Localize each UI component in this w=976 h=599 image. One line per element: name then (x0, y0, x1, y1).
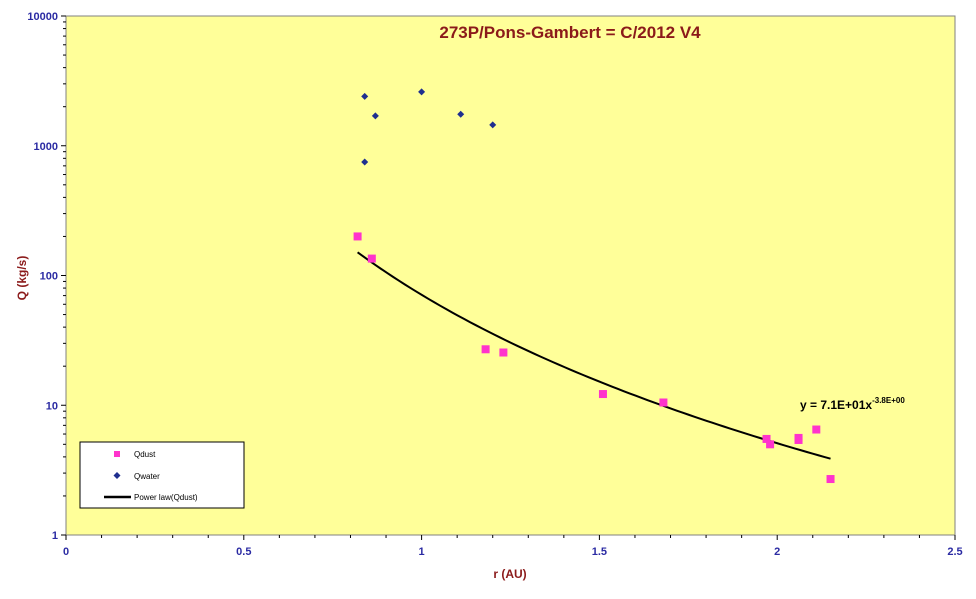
qdust-point (353, 232, 362, 241)
legend-powerlaw-label: Power law(Qdust) (134, 493, 198, 502)
y-axis: 1 10 100 1000 10000 (27, 11, 66, 542)
legend: Qdust Qwater Power law(Qdust) (79, 441, 245, 509)
trendline-equation: y = 7.1E+01x-3.8E+00 (800, 396, 905, 412)
qdust-point (826, 475, 835, 484)
chart-title: 273P/Pons-Gambert = C/2012 V4 (439, 23, 701, 42)
x-tick-label: 2.5 (947, 546, 962, 558)
y-tick-label: 10 (46, 400, 58, 412)
qdust-point (794, 435, 803, 444)
qdust-point (367, 254, 376, 263)
legend-qdust-label: Qdust (134, 450, 156, 459)
legend-qwater-label: Qwater (134, 472, 160, 481)
qwater-point (361, 158, 369, 166)
qdust-point (481, 345, 490, 354)
qwater-point (371, 112, 379, 120)
y-tick-label: 100 (40, 271, 58, 283)
y-tick-label: 1 (52, 530, 58, 542)
legend-qwater-marker (113, 472, 121, 479)
qdust-point (499, 348, 508, 357)
qwater-point (457, 110, 465, 118)
power-law-line (357, 251, 831, 460)
x-tick-label: 0 (63, 546, 69, 558)
qwater-point (418, 88, 426, 96)
qdust-point (762, 434, 771, 443)
equation-base: y = 7.1E+01x (800, 398, 872, 412)
x-axis: 0 0.5 1 1.5 2 2.5 (63, 535, 963, 558)
y-axis-label: Q (kg/s) (15, 256, 29, 301)
equation-exponent: -3.8E+00 (872, 396, 905, 405)
legend-qdust-marker (114, 451, 120, 457)
x-axis-label: r (AU) (493, 567, 526, 581)
x-tick-label: 0.5 (236, 546, 251, 558)
qdust-point (812, 425, 821, 434)
qwater-point (361, 92, 369, 100)
data-series (353, 88, 835, 484)
qwater-point (489, 121, 497, 129)
power-law-trendline (357, 251, 831, 460)
y-tick-label: 10000 (27, 11, 58, 23)
qdust-point (598, 390, 607, 399)
x-tick-label: 1.5 (592, 546, 607, 558)
qdust-point (659, 398, 668, 407)
x-tick-label: 1 (419, 546, 425, 558)
x-tick-label: 2 (774, 546, 780, 558)
qdust-point (766, 440, 775, 449)
y-tick-label: 1000 (34, 141, 58, 153)
